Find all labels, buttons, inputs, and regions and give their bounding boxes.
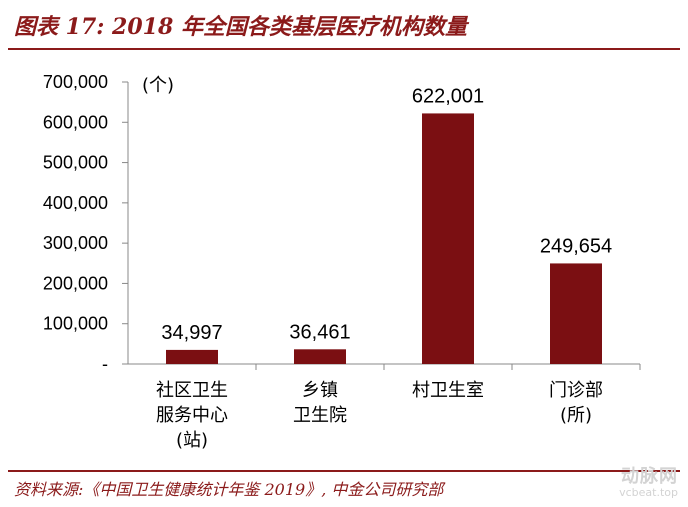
y-tick-label: 300,000	[43, 233, 108, 253]
x-axis: 社区卫生服务中心 (站) 乡镇卫生院 村卫生室 门诊部 (所)	[128, 363, 641, 451]
watermark-url: vcbeat.top	[619, 485, 678, 499]
x-category-label-line: (所)	[560, 405, 592, 426]
y-tick-label: -	[102, 354, 108, 374]
watermark-name: 动脉网	[621, 466, 678, 487]
x-category-label-line: 门诊部	[549, 380, 603, 401]
x-category-label-line: 社区卫生	[156, 380, 228, 401]
x-category-label: 门诊部 (所)	[549, 380, 603, 426]
x-category-label: 社区卫生服务中心 (站)	[156, 380, 228, 451]
x-category-label-line: 服务中心	[156, 405, 228, 426]
data-label: 249,654	[540, 235, 612, 257]
y-axis: - 100,000 200,000 300,000 400,000 500,000 600,…	[43, 72, 174, 374]
y-tick-label: 500,000	[43, 153, 108, 173]
x-category-label-line: 卫生院	[293, 405, 347, 426]
y-tick-label: 600,000	[43, 112, 108, 132]
figure-title: 图表 17: 2018 年全国各类基层医疗机构数量	[14, 14, 467, 40]
bar	[422, 113, 474, 364]
y-tick-label: 400,000	[43, 193, 108, 213]
y-tick-label: 200,000	[43, 273, 108, 293]
bar-chart: - 100,000 200,000 300,000 400,000 500,000 600,…	[43, 72, 641, 451]
bar	[550, 263, 602, 364]
x-category-label-line: 村卫生室	[412, 380, 484, 401]
title-rule	[8, 48, 680, 50]
bar	[294, 349, 346, 364]
x-category-label: 村卫生室	[412, 380, 484, 401]
x-category-label: 乡镇卫生院	[293, 380, 347, 426]
data-label: 36,461	[289, 321, 350, 343]
data-label: 622,001	[412, 85, 484, 107]
bars	[166, 113, 602, 364]
x-category-label-line: 乡镇	[302, 380, 338, 401]
y-tick-label: 700,000	[43, 72, 108, 92]
data-label: 34,997	[161, 322, 222, 344]
bar	[166, 349, 218, 364]
source-rule	[8, 470, 680, 472]
y-tick-label: 100,000	[43, 314, 108, 334]
data-labels: 34,997 36,461 622,001 249,654	[161, 85, 612, 343]
x-category-label-line: (站)	[176, 430, 208, 451]
source-note: 资料来源:《中国卫生健康统计年鉴 2019》, 中金公司研究部	[14, 480, 444, 499]
watermark-logo: 动脉网 vcbeat.top	[619, 466, 678, 499]
y-unit-label: (个)	[142, 75, 174, 96]
